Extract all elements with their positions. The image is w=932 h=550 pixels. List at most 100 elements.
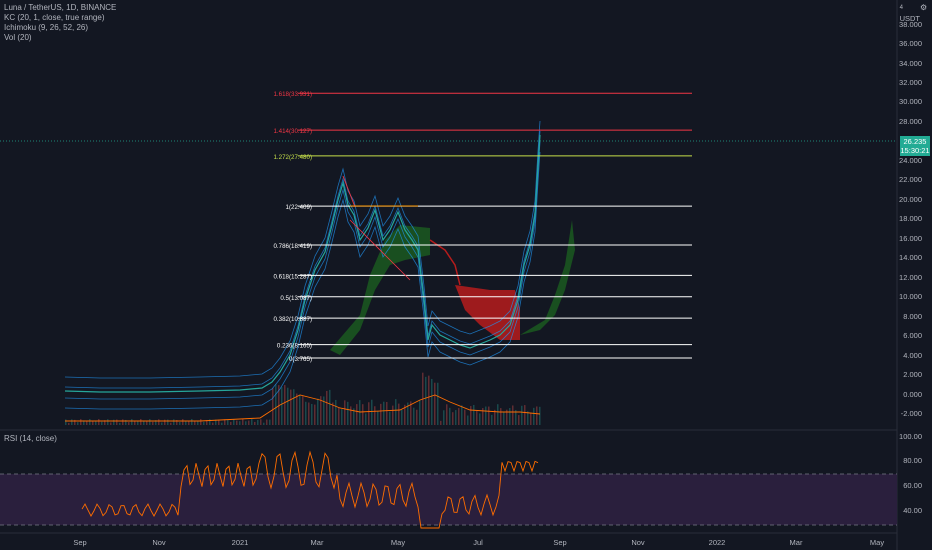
- volume-bar: [251, 419, 253, 425]
- fib-level-label: 1.618(33.931): [273, 91, 312, 98]
- volume-bar: [374, 406, 376, 425]
- volume-bar: [173, 419, 175, 425]
- volume-bar: [86, 421, 88, 425]
- ichimoku-cloud-green: [520, 220, 575, 335]
- indicator-ichimoku[interactable]: Ichimoku (9, 26, 52, 26): [4, 23, 89, 32]
- trend-line[interactable]: [342, 175, 356, 208]
- price-axis-tick: 10.000: [899, 292, 922, 301]
- volume-bar: [308, 402, 310, 425]
- ichimoku-span: [429, 239, 461, 286]
- volume-bar: [131, 419, 133, 425]
- volume-bar: [461, 405, 463, 425]
- volume-bar: [383, 401, 385, 425]
- volume-bar: [71, 419, 73, 425]
- volume-bar: [419, 400, 421, 425]
- volume-bar: [317, 398, 319, 425]
- volume-bar: [524, 405, 526, 425]
- volume-bar: [146, 420, 148, 425]
- rsi-axis-tick: 80.00: [903, 456, 922, 465]
- volume-bar: [413, 407, 415, 425]
- time-axis-tick: Mar: [310, 538, 324, 547]
- volume-bar: [77, 422, 79, 425]
- volume-bar: [521, 405, 523, 425]
- price-axis-tick: 24.000: [899, 156, 922, 165]
- volume-bar: [449, 407, 451, 425]
- symbol-title[interactable]: Luna / TetherUS, 1D, BINANCE: [4, 3, 117, 12]
- volume-bar: [425, 376, 427, 425]
- volume-bar: [323, 396, 325, 425]
- volume-bar: [464, 409, 466, 425]
- volume-bar: [338, 407, 340, 425]
- bar-countdown: 15:30:21: [900, 146, 930, 155]
- volume-bar: [467, 415, 469, 425]
- volume-bar: [140, 419, 142, 425]
- volume-bar: [83, 420, 85, 425]
- volume-bar: [431, 378, 433, 425]
- volume-bar: [167, 419, 169, 425]
- currency-prefix: 4: [899, 5, 903, 11]
- volume-bar: [149, 419, 151, 425]
- current-price: 26.235: [903, 137, 927, 146]
- volume-bar: [452, 412, 454, 425]
- price-axis-tick: 2.000: [903, 370, 922, 379]
- volume-bar: [407, 402, 409, 425]
- volume-ma-line: [65, 394, 541, 422]
- volume-bar: [401, 409, 403, 425]
- volume-bar: [248, 420, 250, 425]
- volume-bar: [476, 411, 478, 425]
- volume-bar: [488, 406, 490, 425]
- volume-bar: [263, 422, 265, 425]
- kc-band: [64, 151, 541, 410]
- fib-level-label: 0.618(15.287): [273, 273, 312, 280]
- fib-level-label: 0.382(10.887): [273, 316, 312, 323]
- volume-bar: [182, 419, 184, 425]
- indicator-rsi[interactable]: RSI (14, close): [4, 434, 57, 443]
- volume-bar: [296, 393, 298, 425]
- volume-bar: [179, 421, 181, 425]
- volume-bar: [503, 412, 505, 425]
- time-axis-tick: May: [869, 538, 885, 547]
- volume-bar: [80, 419, 82, 425]
- volume-bar: [485, 406, 487, 425]
- volume-bar: [107, 419, 109, 425]
- volume-bar: [284, 385, 286, 425]
- volume-bar: [509, 407, 511, 425]
- volume-bar: [494, 409, 496, 425]
- keltner-channel: [64, 120, 541, 410]
- volume-bar: [398, 403, 400, 425]
- price-axis-tick: 18.000: [899, 214, 922, 223]
- kc-band: [64, 120, 541, 379]
- volume-bar: [533, 407, 535, 425]
- fib-level-label: 1.414(30.127): [273, 128, 312, 135]
- price-axis-tick: 16.000: [899, 234, 922, 243]
- fib-level-label: 0(3.765): [289, 356, 312, 363]
- volume-bar: [434, 382, 436, 425]
- ichimoku-cloud-green: [330, 225, 430, 355]
- volume-bar: [206, 420, 208, 425]
- fib-level-label: 0.5(13.087): [280, 295, 312, 302]
- indicator-volume[interactable]: Vol (20): [4, 33, 32, 42]
- volume-bar: [101, 421, 103, 425]
- volume-bar: [326, 390, 328, 425]
- rsi-axis-tick: 100.00: [899, 432, 922, 441]
- volume-bar: [458, 408, 460, 425]
- indicator-kc[interactable]: KC (20, 1, close, true range): [4, 13, 105, 22]
- current-price-tag: 26.235 15:30:21: [900, 136, 930, 156]
- volume-bar: [329, 389, 331, 425]
- volume-bar: [260, 419, 262, 425]
- volume-bar: [368, 402, 370, 425]
- volume-bar: [512, 405, 514, 425]
- volume-bar: [143, 421, 145, 425]
- volume-bar: [506, 409, 508, 425]
- trend-line[interactable]: [349, 219, 411, 281]
- price-axis-tick: 38.000: [899, 20, 922, 29]
- volume-bar: [371, 399, 373, 425]
- price-axis-tick: 6.000: [903, 331, 922, 340]
- gear-icon[interactable]: ⚙: [920, 3, 928, 12]
- price-axis-tick: -2.000: [900, 409, 922, 418]
- volume-bar: [221, 422, 223, 425]
- volume-bar: [377, 411, 379, 425]
- time-axis-tick: Sep: [553, 538, 567, 547]
- volume-bar: [281, 387, 283, 425]
